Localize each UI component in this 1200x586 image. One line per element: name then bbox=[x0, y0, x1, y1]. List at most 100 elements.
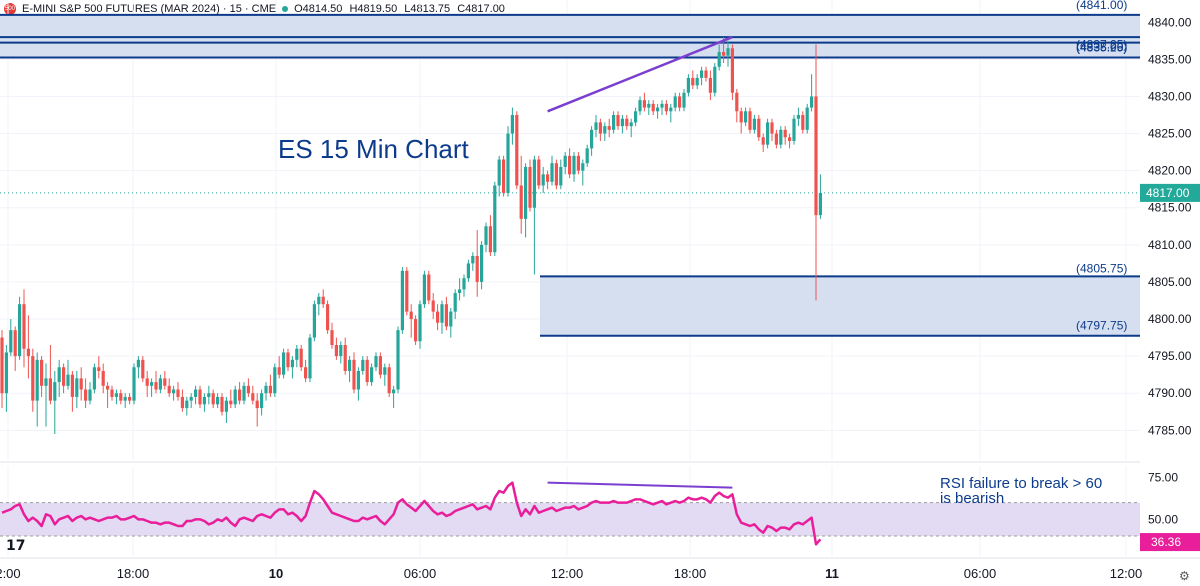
candle-body bbox=[326, 304, 330, 331]
candle-body bbox=[695, 77, 699, 86]
candle-body bbox=[167, 385, 171, 394]
candle-body bbox=[260, 393, 264, 409]
candle-body bbox=[783, 129, 787, 138]
candle-body bbox=[616, 115, 620, 127]
candle-body bbox=[26, 348, 30, 357]
candle-body bbox=[708, 77, 712, 93]
candle-body bbox=[361, 359, 365, 371]
candle-body bbox=[387, 367, 391, 394]
candle-body bbox=[638, 100, 642, 112]
candle-body bbox=[713, 66, 717, 93]
candle-body bbox=[532, 159, 536, 208]
candle-body bbox=[414, 319, 418, 342]
candle-body bbox=[246, 385, 250, 394]
candle-body bbox=[502, 159, 506, 193]
level-label: (4797.75) bbox=[1076, 319, 1127, 333]
candle-body bbox=[295, 348, 299, 360]
candle-body bbox=[172, 389, 176, 394]
candle-body bbox=[748, 111, 752, 130]
price-tick-label: 4835.00 bbox=[1148, 52, 1192, 66]
candle-body bbox=[581, 163, 585, 171]
candle-body bbox=[752, 118, 756, 130]
candle-body bbox=[431, 300, 435, 312]
candle-body bbox=[70, 374, 74, 397]
candle-body bbox=[286, 352, 290, 368]
time-tick-label: 10 bbox=[269, 566, 283, 581]
candle-body bbox=[48, 378, 52, 401]
candle-body bbox=[792, 118, 796, 141]
candle-body bbox=[594, 122, 598, 130]
candle-body bbox=[352, 359, 356, 390]
time-tick-label: 12:00 bbox=[1110, 566, 1143, 581]
candle-body bbox=[141, 359, 145, 379]
candle-body bbox=[207, 393, 211, 397]
candle-body bbox=[106, 385, 110, 390]
candle-body bbox=[92, 367, 96, 390]
time-tick-label: 06:00 bbox=[404, 566, 437, 581]
candle-body bbox=[603, 126, 607, 134]
support-resistance-zone bbox=[540, 276, 1140, 336]
candle-body bbox=[730, 48, 734, 93]
candle-body bbox=[374, 356, 378, 368]
candle-body bbox=[818, 192, 822, 216]
candle-body bbox=[88, 389, 92, 401]
candle-body bbox=[642, 100, 646, 108]
candle-body bbox=[669, 107, 673, 112]
rsi-annotation-line1: RSI failure to break > 60 bbox=[940, 475, 1102, 492]
candle-body bbox=[211, 393, 215, 405]
candle-body bbox=[651, 103, 655, 112]
candle-body bbox=[370, 367, 374, 383]
candle-body bbox=[717, 51, 721, 67]
tradingview-logo-icon: 17 bbox=[6, 538, 26, 554]
rsi-tick-label: 75.00 bbox=[1148, 471, 1178, 485]
candle-body bbox=[348, 359, 352, 371]
ohlc-readout: O4814.50 H4819.50 L4813.75 C4817.00 bbox=[294, 3, 509, 15]
candle-body bbox=[678, 96, 682, 108]
candle-body bbox=[427, 274, 431, 301]
candle-body bbox=[13, 330, 17, 357]
candle-body bbox=[506, 133, 510, 193]
candle-body bbox=[176, 389, 180, 397]
time-tick-label: 18:00 bbox=[117, 566, 150, 581]
candle-body bbox=[568, 155, 572, 175]
candle-body bbox=[796, 115, 800, 119]
candle-body bbox=[515, 115, 519, 186]
candle-body bbox=[154, 382, 158, 390]
price-tick-label: 4815.00 bbox=[1148, 201, 1192, 215]
candle-body bbox=[57, 367, 61, 383]
candle-body bbox=[216, 396, 220, 405]
gear-icon[interactable]: ⚙ bbox=[1179, 569, 1190, 583]
candle-body bbox=[119, 393, 123, 401]
candle-body bbox=[97, 367, 101, 371]
candle-body bbox=[75, 378, 79, 397]
candle-body bbox=[229, 400, 233, 405]
candle-body bbox=[480, 244, 484, 282]
candle-body bbox=[356, 370, 360, 390]
candle-body bbox=[22, 304, 26, 349]
candle-body bbox=[488, 226, 492, 253]
candle-body bbox=[312, 304, 316, 338]
candle-body bbox=[163, 378, 167, 386]
price-tick-label: 4785.00 bbox=[1148, 423, 1192, 437]
ohlc-high: H4819.50 bbox=[349, 3, 398, 15]
candle-body bbox=[299, 348, 303, 368]
candle-body bbox=[444, 304, 448, 327]
candle-body bbox=[519, 185, 523, 219]
candle-body bbox=[180, 396, 184, 409]
candle-body bbox=[194, 389, 198, 397]
candle-body bbox=[497, 159, 501, 186]
candle-body bbox=[202, 396, 206, 405]
candle-body bbox=[607, 126, 611, 130]
price-tick-label: 4805.00 bbox=[1148, 275, 1192, 289]
candle-body bbox=[466, 263, 470, 279]
current-price-label: 4817.00 bbox=[1146, 186, 1190, 200]
candle-body bbox=[554, 163, 558, 186]
candle-body bbox=[528, 166, 532, 208]
candle-body bbox=[18, 304, 22, 357]
candle-body bbox=[656, 107, 660, 112]
candle-body bbox=[150, 382, 154, 386]
candle-body bbox=[726, 48, 730, 56]
candle-body bbox=[277, 367, 281, 375]
symbol-title[interactable]: E-MINI S&P 500 FUTURES (MAR 2024) · 15 ·… bbox=[22, 3, 277, 15]
